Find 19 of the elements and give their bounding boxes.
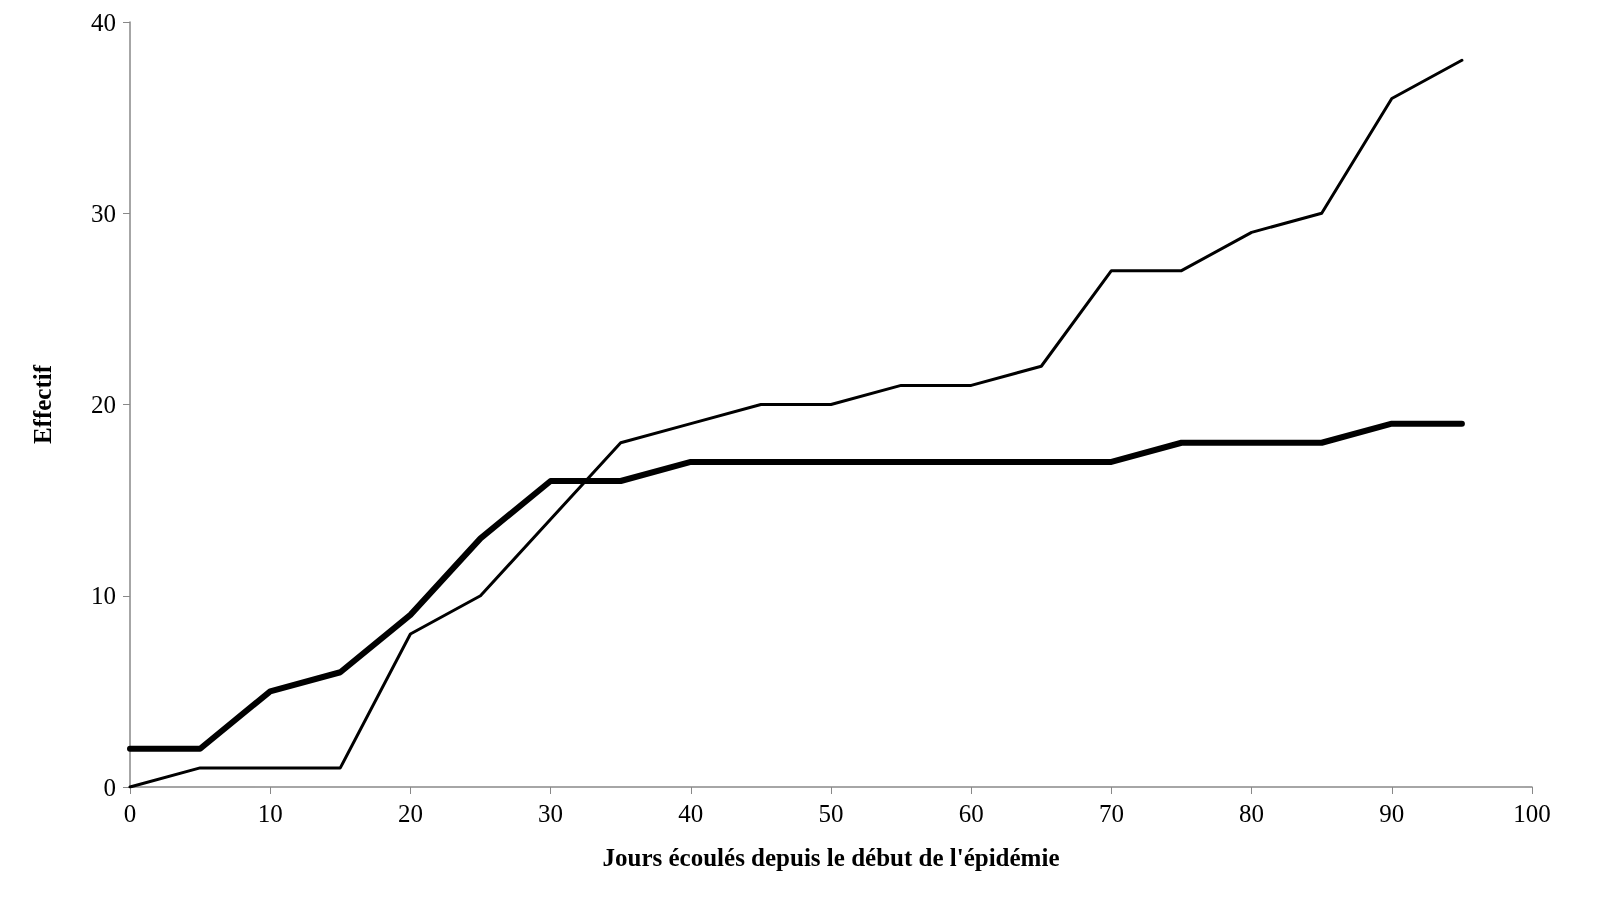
x-tick-label: 80: [1239, 800, 1265, 827]
y-axis-title: Effectif: [29, 364, 56, 445]
y-tick-label: 10: [91, 582, 116, 610]
x-tick-label: 50: [818, 800, 844, 827]
x-tick-label: 10: [257, 800, 283, 827]
x-tick-label: 40: [678, 800, 704, 827]
x-tick-label: 70: [1098, 800, 1124, 827]
x-tick-label: 100: [1513, 800, 1551, 827]
x-tick-label: 60: [958, 800, 984, 827]
y-tick-label: 20: [91, 391, 116, 418]
line-series: [128, 58, 1464, 789]
x-tick-label: 0: [123, 800, 137, 827]
x-tick-label: 90: [1379, 800, 1405, 827]
x-tick-label: 20: [397, 800, 423, 827]
y-tick-label: 40: [91, 8, 116, 36]
x-axis-title: Jours écoulés depuis le début de l'épidémie: [602, 844, 1060, 871]
y-tick-label: 0: [103, 773, 116, 801]
x-tick-label: 30: [538, 800, 564, 827]
y-tick-label: 30: [91, 199, 116, 227]
